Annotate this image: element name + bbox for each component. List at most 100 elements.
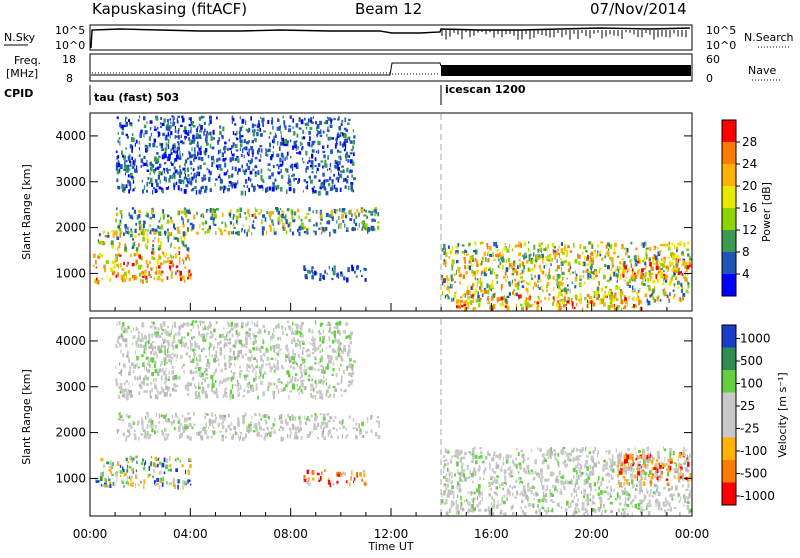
data-pixel [150, 268, 152, 271]
data-pixel [262, 123, 264, 127]
data-pixel [474, 307, 477, 310]
data-pixel [656, 265, 659, 270]
data-pixel [166, 419, 168, 422]
data-pixel [147, 233, 149, 238]
data-pixel [178, 247, 180, 250]
data-pixel [529, 269, 531, 272]
data-pixel [475, 289, 477, 294]
data-pixel [275, 344, 278, 349]
data-pixel [266, 427, 268, 430]
data-pixel [296, 148, 297, 151]
data-pixel [442, 291, 443, 296]
data-pixel [327, 413, 330, 415]
data-pixel [335, 160, 337, 163]
data-pixel [126, 265, 128, 267]
data-pixel [452, 472, 453, 475]
data-pixel [623, 307, 626, 309]
data-pixel [156, 412, 157, 416]
data-pixel [658, 457, 660, 460]
data-pixel [100, 476, 103, 481]
data-pixel [272, 345, 274, 349]
data-pixel [193, 336, 194, 339]
data-pixel [340, 364, 341, 367]
data-pixel [318, 345, 319, 350]
data-pixel [327, 127, 329, 130]
data-pixel [195, 370, 197, 373]
data-pixel [505, 243, 506, 246]
data-pixel [619, 261, 621, 264]
data-pixel [128, 174, 130, 177]
data-pixel [443, 278, 446, 283]
data-pixel [623, 274, 625, 278]
data-pixel [175, 385, 178, 387]
data-pixel [170, 421, 173, 423]
data-pixel [336, 322, 338, 326]
data-pixel [659, 250, 661, 254]
data-pixel [615, 295, 616, 299]
data-pixel [176, 136, 178, 138]
data-pixel [335, 145, 337, 149]
data-pixel [289, 434, 291, 438]
data-pixel [201, 333, 203, 336]
data-pixel [349, 482, 350, 487]
data-pixel [152, 257, 155, 260]
data-pixel [360, 270, 361, 272]
data-pixel [147, 431, 149, 435]
data-pixel [628, 268, 630, 271]
data-pixel [342, 220, 344, 223]
data-pixel [144, 462, 145, 466]
data-pixel [123, 233, 125, 236]
data-pixel [493, 304, 495, 308]
data-pixel [326, 324, 329, 327]
data-pixel [356, 436, 357, 440]
data-pixel [171, 271, 173, 275]
data-pixel [576, 274, 578, 277]
data-pixel [539, 287, 541, 290]
data-pixel [595, 271, 597, 275]
data-pixel [160, 364, 161, 367]
data-pixel [445, 295, 446, 299]
data-pixel [519, 493, 522, 495]
data-pixel [205, 356, 208, 358]
data-pixel [168, 376, 170, 379]
data-pixel [153, 469, 155, 473]
data-pixel [178, 185, 180, 190]
data-pixel [127, 262, 129, 265]
data-pixel [288, 125, 290, 127]
data-pixel [680, 297, 681, 299]
data-pixel [117, 225, 120, 228]
data-pixel [196, 212, 197, 216]
data-pixel [194, 173, 196, 175]
data-pixel [341, 394, 342, 396]
data-pixel [138, 265, 141, 270]
data-pixel [181, 116, 183, 119]
data-pixel [504, 298, 505, 302]
data-pixel [579, 467, 580, 471]
data-pixel [585, 510, 588, 512]
data-pixel [604, 264, 606, 267]
data-pixel [258, 124, 260, 127]
data-pixel [167, 232, 170, 236]
data-pixel [253, 430, 256, 432]
data-pixel [321, 356, 323, 361]
data-pixel [236, 149, 239, 151]
data-pixel [378, 212, 380, 216]
data-pixel [583, 246, 586, 249]
data-pixel [520, 273, 522, 275]
data-pixel [311, 366, 313, 370]
data-pixel [313, 116, 314, 119]
data-pixel [162, 463, 165, 468]
data-pixel [187, 227, 189, 232]
data-pixel [146, 367, 147, 372]
freq-unit-label: [MHz] [6, 67, 38, 80]
data-pixel [172, 145, 174, 150]
data-pixel [133, 328, 134, 331]
data-pixel [250, 385, 252, 389]
data-pixel [299, 331, 301, 333]
data-pixel [582, 502, 585, 506]
data-pixel [199, 124, 201, 127]
data-pixel [644, 494, 646, 498]
data-pixel [129, 270, 131, 274]
